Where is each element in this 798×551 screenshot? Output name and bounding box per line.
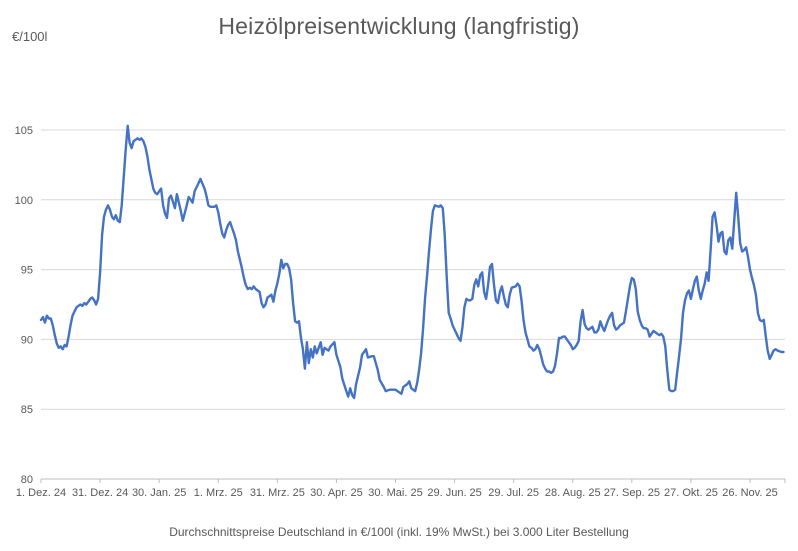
x-tick-label: 31. Dez. 24: [72, 487, 128, 499]
x-tick-label: 28. Aug. 25: [545, 487, 601, 499]
x-tick-label: 27. Sep. 25: [604, 487, 660, 499]
x-tick-label: 1. Dez. 24: [16, 487, 66, 499]
price-line: [39, 124, 785, 400]
y-tick-label: 100: [15, 195, 33, 207]
x-tick-label: 31. Mrz. 25: [250, 487, 305, 499]
y-tick-label: 80: [21, 474, 33, 486]
y-tick-label: 85: [21, 404, 33, 416]
x-tick-label: 27. Okt. 25: [664, 487, 718, 499]
y-tick-label: 95: [21, 265, 33, 277]
y-tick-label: 90: [21, 334, 33, 346]
x-tick-label: 30. Mai. 25: [368, 487, 422, 499]
x-tick-label: 29. Jul. 25: [488, 487, 539, 499]
x-tick-label: 1. Mrz. 25: [194, 487, 243, 499]
x-tick-label: 30. Apr. 25: [310, 487, 363, 499]
chart-caption: Durchschnittspreise Deutschland in €/100…: [169, 525, 629, 539]
y-tick-label: 105: [15, 125, 33, 137]
y-axis-unit-label: €/100l: [12, 29, 48, 44]
x-tick-label: 26. Nov. 25: [722, 487, 777, 499]
x-tick-label: 30. Jan. 25: [132, 487, 186, 499]
chart-title: Heizölpreisentwicklung (langfristig): [218, 13, 580, 39]
x-tick-label: 29. Jun. 25: [427, 487, 481, 499]
